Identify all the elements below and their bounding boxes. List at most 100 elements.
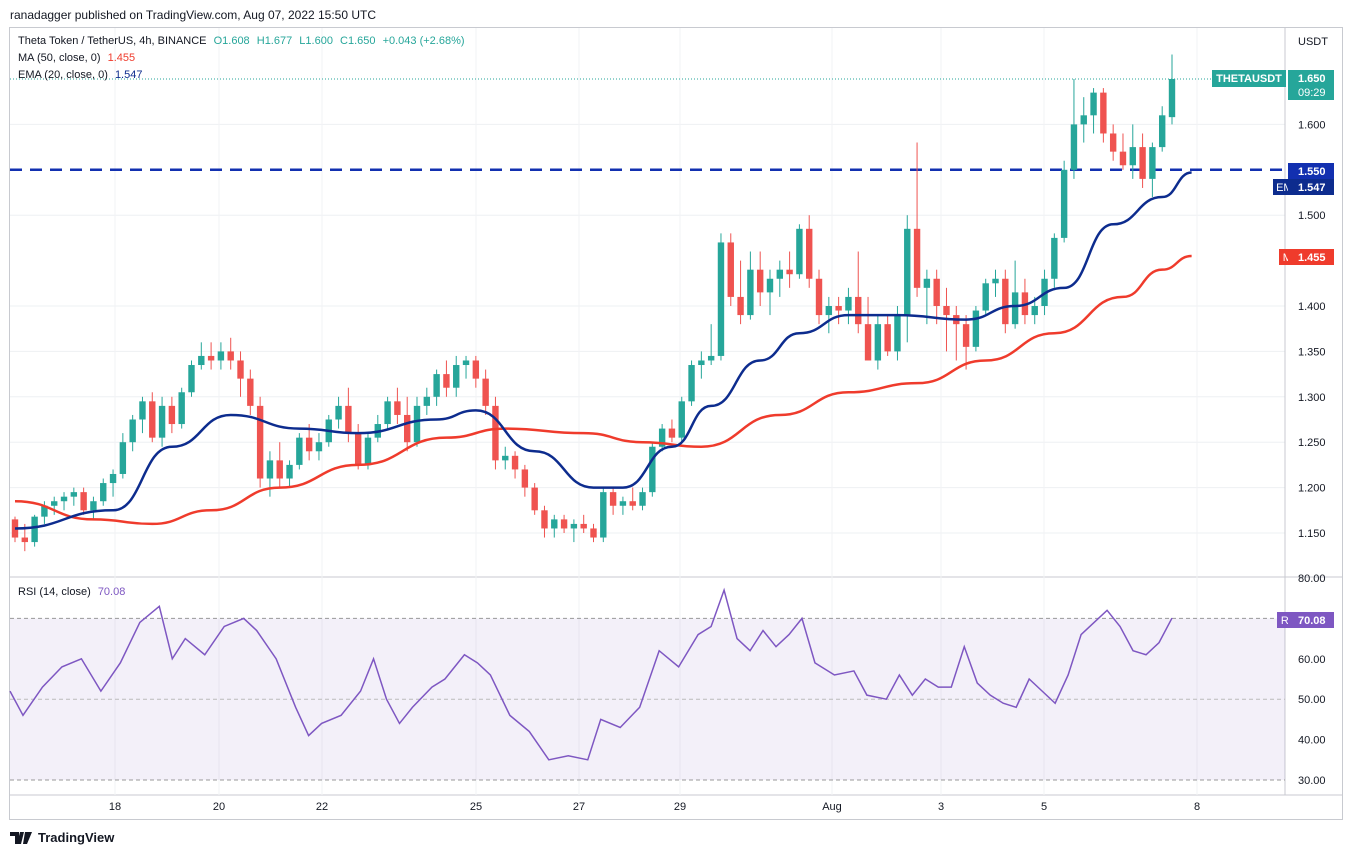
candle-body bbox=[129, 419, 136, 443]
candle-body bbox=[443, 374, 450, 388]
candle-body bbox=[776, 269, 783, 279]
candle-body bbox=[737, 296, 744, 316]
candle-body bbox=[766, 278, 774, 293]
candle-body bbox=[394, 401, 401, 415]
tradingview-footer[interactable]: TradingView bbox=[10, 830, 114, 845]
candle-body bbox=[698, 360, 705, 366]
candle-body bbox=[453, 365, 460, 388]
candle-body bbox=[835, 306, 842, 311]
candle-body bbox=[1168, 79, 1176, 118]
ohlc-high: H1.677 bbox=[256, 35, 293, 47]
candle-body bbox=[864, 324, 872, 361]
ohlc-low: L1.600 bbox=[299, 35, 333, 47]
tradingview-logo-icon bbox=[10, 831, 32, 844]
ma-value: 1.455 bbox=[107, 52, 136, 64]
candle-body bbox=[707, 355, 715, 361]
ema-badge-value: 1.547 bbox=[1298, 182, 1326, 194]
candle-body bbox=[1119, 151, 1127, 166]
chart-frame[interactable] bbox=[9, 27, 1343, 820]
candle-body bbox=[335, 405, 342, 420]
last-price-badge: 1.650 bbox=[1298, 73, 1326, 85]
candle-body bbox=[874, 324, 882, 361]
symbol-badge: THETAUSDT bbox=[1216, 73, 1282, 85]
ohlc-change: +0.043 (+2.68%) bbox=[382, 35, 465, 47]
candle-body bbox=[21, 537, 29, 543]
candle-body bbox=[198, 355, 205, 366]
candle-body bbox=[482, 378, 489, 406]
candle-body bbox=[1139, 147, 1146, 179]
ema20-line bbox=[14, 171, 1192, 530]
candle-body bbox=[90, 501, 97, 511]
candle-body bbox=[109, 473, 117, 484]
candle-body bbox=[541, 510, 548, 529]
candle-body bbox=[796, 228, 803, 275]
candle-body bbox=[100, 483, 107, 502]
candle-body bbox=[413, 405, 421, 443]
time-tick-label: 3 bbox=[938, 801, 944, 813]
price-tick-label: 1.250 bbox=[1298, 437, 1326, 449]
candle-body bbox=[178, 392, 185, 425]
candle-body bbox=[296, 437, 303, 465]
candle-body bbox=[119, 442, 127, 474]
price-tick-label: 1.400 bbox=[1298, 301, 1326, 313]
candle-body bbox=[247, 378, 254, 406]
candle-body bbox=[943, 306, 950, 316]
candle-body bbox=[492, 405, 499, 461]
candle-body bbox=[786, 269, 793, 275]
countdown-badge: 09:29 bbox=[1298, 87, 1326, 99]
time-tick-label: 20 bbox=[213, 801, 225, 813]
level-badge-value-bg bbox=[1288, 163, 1334, 179]
candle-body bbox=[462, 360, 470, 366]
legend-rsi-row: RSI (14, close) 70.08 bbox=[18, 586, 125, 598]
candle-body bbox=[619, 501, 627, 506]
candle-body bbox=[972, 310, 980, 347]
ma-badge-value-bg bbox=[1288, 249, 1334, 265]
ohlc-close: C1.650 bbox=[340, 35, 376, 47]
candle-body bbox=[511, 455, 519, 470]
candle-body bbox=[982, 283, 989, 311]
price-tick-label: 1.300 bbox=[1298, 392, 1326, 404]
candle-body bbox=[1011, 292, 1019, 325]
candle-body bbox=[1109, 133, 1117, 152]
candle-body bbox=[139, 401, 146, 420]
candle-body bbox=[80, 492, 87, 511]
candle-body bbox=[384, 401, 391, 425]
candle-body bbox=[256, 405, 264, 479]
candle-body bbox=[531, 487, 538, 511]
candle-body bbox=[551, 519, 558, 529]
candle-body bbox=[815, 278, 823, 316]
candle-body bbox=[629, 501, 636, 506]
candle-body bbox=[1090, 92, 1097, 116]
ohlc-open: O1.608 bbox=[213, 35, 250, 47]
candle-body bbox=[286, 464, 293, 479]
rsi-badge-value: 70.08 bbox=[1298, 615, 1326, 627]
time-tick-label: 8 bbox=[1194, 801, 1200, 813]
candle-body bbox=[1070, 124, 1078, 170]
price-tick-label: 1.200 bbox=[1298, 483, 1326, 495]
rsi-tick-label: 40.00 bbox=[1298, 735, 1326, 747]
candle-body bbox=[992, 278, 999, 284]
candle-body bbox=[668, 428, 676, 438]
published-header: ranadagger published on TradingView.com,… bbox=[10, 8, 377, 22]
rsi-label: RSI (14, close) bbox=[18, 586, 91, 598]
candle-body bbox=[168, 405, 176, 425]
rsi-line bbox=[9, 587, 1173, 761]
candle-body bbox=[1002, 278, 1009, 325]
candle-body bbox=[266, 460, 274, 479]
candle-body bbox=[747, 269, 754, 316]
symbol-badge-bg bbox=[1212, 70, 1286, 87]
candle-body bbox=[188, 365, 195, 393]
candle-body bbox=[70, 492, 78, 497]
candle-body bbox=[913, 228, 921, 288]
candle-body bbox=[649, 446, 656, 493]
candle-body bbox=[580, 523, 587, 529]
rsi-tick-label: 80.00 bbox=[1298, 573, 1326, 585]
rsi-tick-label: 30.00 bbox=[1298, 775, 1326, 787]
candle-body bbox=[41, 505, 48, 517]
time-tick-label: 27 bbox=[573, 801, 585, 813]
time-tick-label: 18 bbox=[109, 801, 121, 813]
candle-body bbox=[433, 374, 440, 397]
candle-body bbox=[227, 351, 234, 361]
rsi-value: 70.08 bbox=[97, 586, 126, 598]
